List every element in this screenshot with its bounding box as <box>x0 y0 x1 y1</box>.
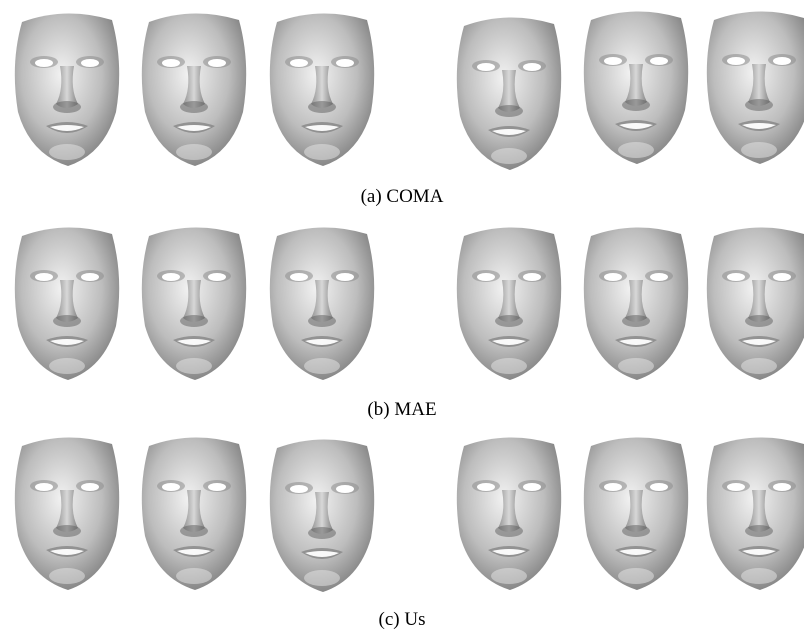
mesh-face <box>450 218 568 383</box>
mesh-face <box>135 4 253 169</box>
mesh-face <box>577 218 695 383</box>
mesh-face <box>8 428 126 593</box>
mesh-face <box>8 218 126 383</box>
caption-us: (c) Us <box>378 609 426 630</box>
mesh-face <box>263 218 381 383</box>
panel-mae-row <box>0 216 804 386</box>
caption-coma: (a) COMA <box>360 186 444 207</box>
mesh-face <box>8 4 126 169</box>
mesh-face <box>700 2 804 167</box>
mesh-face <box>450 428 568 593</box>
caption-mae: (b) MAE <box>367 399 437 420</box>
panel-us-row <box>0 428 804 598</box>
mesh-face <box>263 430 381 595</box>
mesh-face <box>263 4 381 169</box>
mesh-face <box>450 8 568 173</box>
mesh-face <box>577 428 695 593</box>
mesh-face <box>700 218 804 383</box>
panel-coma-row <box>0 0 804 170</box>
mesh-face <box>135 428 253 593</box>
mesh-face <box>700 428 804 593</box>
mesh-face <box>577 2 695 167</box>
mesh-face <box>135 218 253 383</box>
